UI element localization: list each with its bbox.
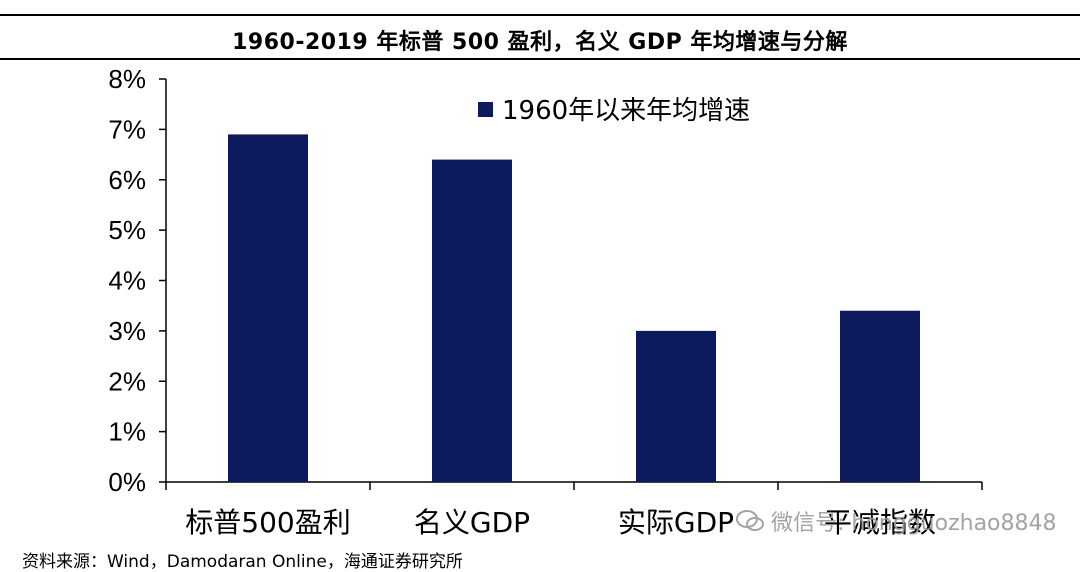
y-tick-label: 0% [108,467,146,497]
x-tick-label: 名义GDP [414,506,530,539]
y-tick-label: 1% [108,417,146,447]
x-tick-label: 实际GDP [618,506,734,539]
legend-swatch [478,102,493,117]
chart-title: 1960-2019 年标普 500 盈利，名义 GDP 年均增速与分解 [232,30,848,55]
y-tick-label: 5% [108,215,146,245]
y-tick-label: 7% [108,114,146,144]
watermark: 微信号: hongguozhao8848 [735,505,1057,537]
bar [432,159,512,482]
y-tick-label: 6% [108,165,146,195]
x-tick-label: 标普500盈利 [185,506,350,539]
x-tick-label: 平减指数 [824,506,936,539]
source-note: 资料来源：Wind，Damodaran Online，海通证券研究所 [22,552,463,572]
bar [228,134,308,482]
bar-chart: 0%1%2%3%4%5%6%7%8%标普500盈利 名义GDP 实际GDP 平减指数 … [108,64,983,539]
legend-label: 1960年以来年均增速 [502,96,750,126]
bar [840,310,920,482]
bar [636,330,716,482]
y-tick-label: 8% [108,64,146,94]
top-rule [0,14,1080,16]
y-tick-label: 3% [108,316,146,346]
y-tick-label: 2% [108,366,146,396]
title-rule [0,58,1080,60]
watermark-text: 微信号: hongguozhao8848 [771,511,1057,536]
wechat-icon [736,510,764,531]
y-tick-label: 4% [108,266,146,296]
